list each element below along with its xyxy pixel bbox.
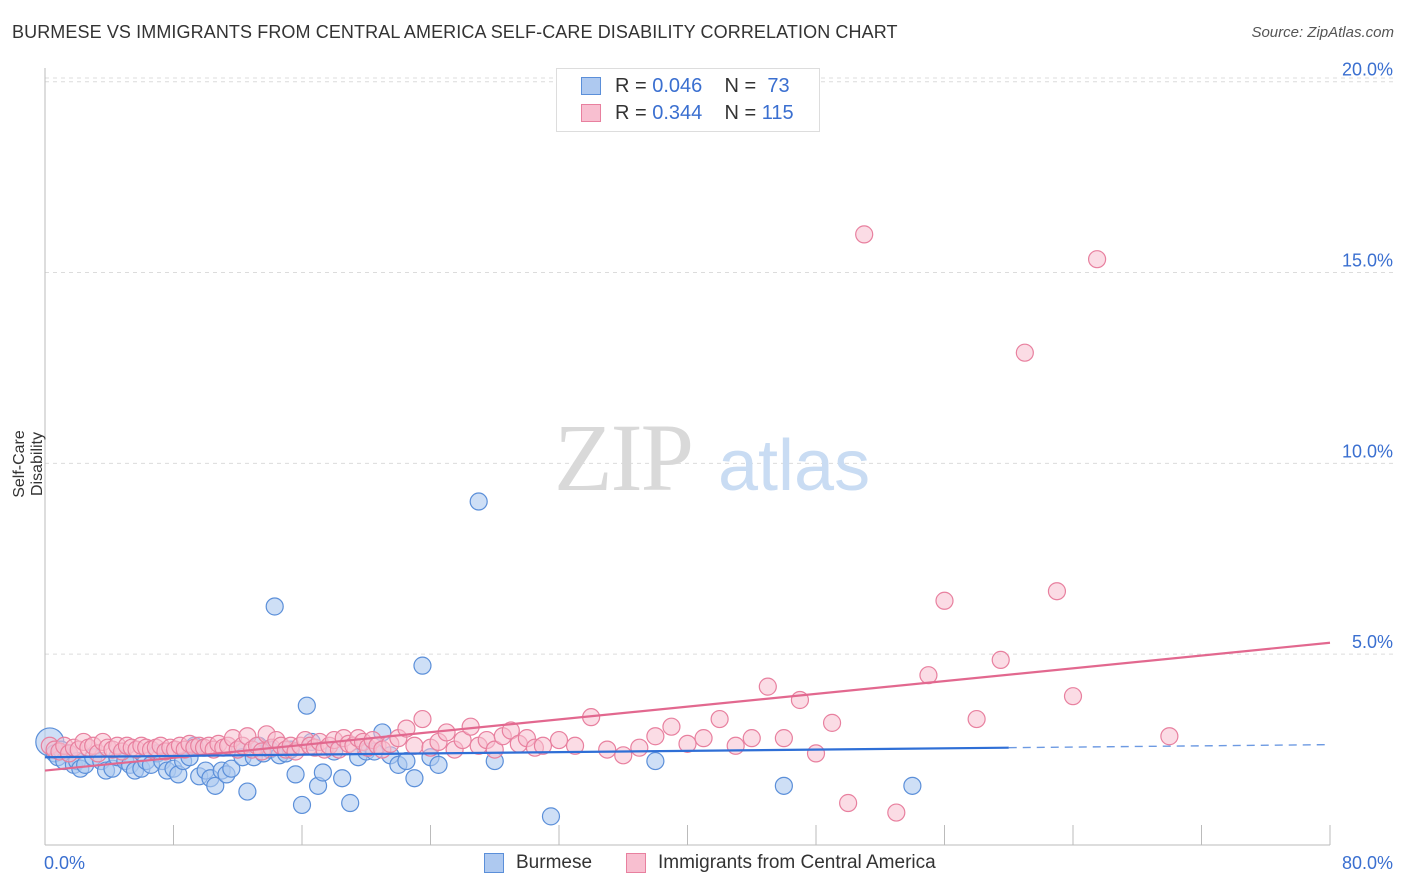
legend-n-value: 115 [761,102,794,124]
trend-lines [44,641,1331,772]
chart-title: BURMESE VS IMMIGRANTS FROM CENTRAL AMERI… [12,22,898,42]
data-point-burmese [333,769,352,788]
y-tick-label: 20.0% [1342,60,1393,80]
bottom-legend-swatch-blue [484,853,504,873]
data-point-central-america [405,736,424,755]
data-point-central-america [549,730,569,750]
data-point-central-america [646,727,665,746]
data-point-central-america [1160,727,1179,746]
grid-lines [45,77,1395,655]
data-point-central-america [839,793,858,813]
data-point-burmese [297,696,316,715]
data-point-central-america [413,709,432,729]
data-point-burmese [286,765,305,784]
data-point-central-america [678,734,697,753]
data-point-central-america [614,746,633,765]
data-point-central-america [1087,250,1107,269]
data-point-central-america [710,709,729,729]
data-point-central-america [855,225,874,244]
data-point-burmese [292,795,312,815]
data-point-central-america [935,591,954,610]
legend-box: R = 0.046 N = 73 R = 0.344 N = 115 [556,68,820,132]
data-point-burmese [265,597,284,616]
axes [44,68,1331,846]
data-point-central-america [758,677,777,696]
data-point-burmese [238,782,257,801]
data-point-central-america [453,730,472,750]
data-point-burmese [469,492,488,511]
data-point-burmese [774,776,793,795]
data-point-central-america [806,744,826,763]
data-point-central-america [437,723,456,742]
data-point-burmese [222,759,241,778]
x-tick-label: 0.0% [44,853,85,873]
data-point-central-america [533,736,553,755]
data-point-central-america [565,736,585,755]
data-point-central-america [598,740,617,759]
data-point-central-america [1015,343,1034,362]
watermark-zip: ZIP [554,404,692,511]
data-point-central-america [662,717,681,736]
series-central-america-points [40,225,1179,822]
legend-n-value: 73 [767,75,790,97]
data-point-central-america [774,729,793,748]
y-axis-label: Self-Care Disability [11,430,46,498]
y-tick-label: 10.0% [1342,441,1393,461]
data-point-burmese [397,751,416,771]
data-point-burmese [413,656,432,675]
data-point-burmese [405,769,424,788]
data-point-central-america [822,713,842,732]
data-point-central-america [742,729,761,748]
data-point-burmese [429,755,448,774]
legend-row-central-america: R = 0.344 N = 115 [581,102,794,126]
legend-row-burmese: R = 0.046 N = 73 [581,75,790,99]
chart-source: Source: ZipAtlas.com [1251,24,1394,41]
trend-line-burmese [44,746,1009,759]
data-point-burmese [206,776,225,795]
data-point-burmese [313,763,332,782]
legend-r-label: R = [615,75,653,97]
legend-r-value: 0.046 [652,75,703,97]
series-burmese-points [35,492,922,826]
legend-r-label: R = [615,102,653,124]
data-point-central-america [1063,687,1083,706]
data-point-central-america [397,719,416,738]
data-point-burmese [541,807,561,826]
data-point-central-america [501,721,520,740]
data-point-central-america [1047,582,1067,601]
trend-line-burmese-extension [1008,743,1331,749]
data-point-burmese [646,751,665,771]
legend-swatch-pink [581,104,601,122]
data-point-central-america [991,650,1010,670]
data-point-central-america [887,803,906,822]
data-point-central-america [726,736,745,755]
y-tick-label: 15.0% [1342,251,1393,271]
legend-n-label: N = [724,75,762,97]
y-tick-label: 5.0% [1352,632,1393,652]
trend-line-central-america [44,641,1331,772]
legend-n-label: N = [724,102,762,124]
x-tick-label: 80.0% [1342,853,1393,873]
data-point-central-america [967,709,986,729]
data-point-central-america [694,729,713,748]
legend-swatch-blue [581,77,601,95]
data-point-central-america [630,738,649,757]
data-point-burmese [341,793,360,813]
tick-labels: 5.0% 10.0% 15.0% 20.0% 0.0% 80.0% [44,60,1393,873]
data-point-burmese [903,776,922,795]
watermark: ZIP atlas [554,404,870,511]
bottom-legend-label: Burmese [516,852,593,873]
bottom-legend-label: Immigrants from Central America [658,852,936,873]
watermark-atlas: atlas [718,426,870,506]
bottom-legend-swatch-pink [626,853,646,873]
legend-r-value: 0.344 [652,102,703,124]
